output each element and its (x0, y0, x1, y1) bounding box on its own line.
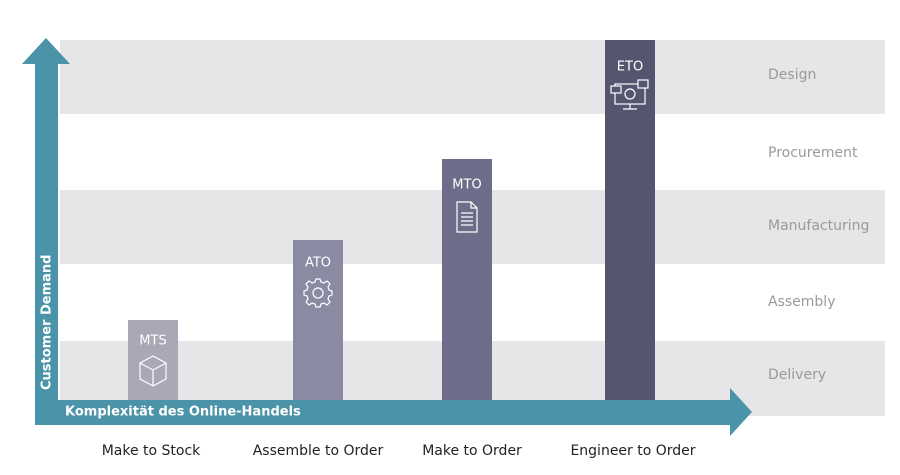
document-icon (456, 201, 478, 233)
category-label: Assemble to Order (253, 443, 384, 459)
box-icon (139, 355, 167, 387)
bar (128, 320, 178, 400)
level-label: Manufacturing (768, 218, 869, 234)
bar-label: MTO (452, 178, 481, 193)
vertical-axis-label: Customer Demand (40, 255, 55, 390)
category-label: Make to Stock (102, 443, 201, 459)
bar-label: ETO (617, 60, 643, 75)
bar (605, 40, 655, 400)
bar-label: ATO (305, 256, 331, 271)
bar-label: MTS (139, 334, 166, 349)
bar (293, 240, 343, 400)
bar (442, 159, 492, 400)
level-label: Assembly (768, 294, 835, 310)
band (60, 40, 885, 114)
screen-icon (610, 79, 649, 110)
category-label: Make to Order (422, 443, 522, 459)
level-label: Design (768, 67, 816, 83)
level-label: Delivery (768, 367, 826, 383)
horizontal-axis-label: Komplexität des Online-Handels (65, 405, 301, 420)
level-label: Procurement (768, 145, 858, 161)
gear-icon (303, 278, 333, 308)
category-label: Engineer to Order (570, 443, 695, 459)
